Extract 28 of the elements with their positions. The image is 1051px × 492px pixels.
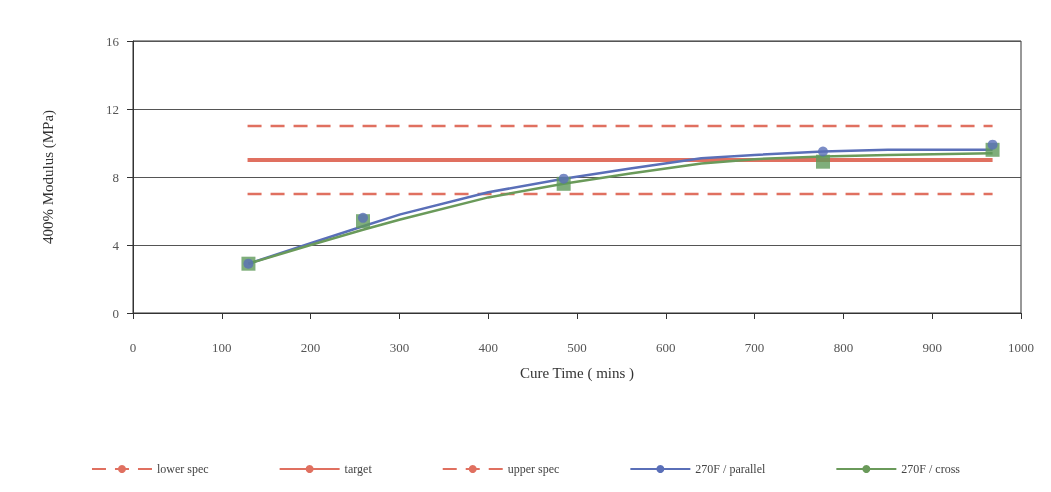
x-tick-label: 300 [389, 340, 410, 355]
x-tick-label: 100 [212, 340, 232, 355]
y-tick-label: 16 [106, 33, 120, 49]
x-tick-label: 800 [833, 340, 854, 355]
legend-label: 270F / cross [901, 462, 961, 476]
point [987, 139, 998, 150]
point [815, 154, 830, 169]
x-tick-label: 900 [922, 340, 942, 355]
legend-label: 270F / parallel [695, 462, 767, 476]
point [817, 146, 828, 157]
y-tick-label: 0 [112, 305, 119, 321]
y-tick-label: 8 [112, 169, 119, 185]
x-tick-label: 200 [300, 340, 321, 355]
x-tick-label: 700 [744, 340, 765, 355]
x-tick-label: 500 [567, 340, 587, 355]
x-tick-label: 600 [656, 340, 676, 355]
y-tick-label: 12 [106, 101, 119, 117]
x-tick-label: 1000 [1008, 340, 1034, 355]
x-tick-label: 0 [129, 340, 137, 355]
x-tick-label: 400 [478, 340, 498, 355]
legend-label: upper spec [507, 462, 560, 476]
point [558, 173, 569, 184]
point [358, 212, 368, 223]
legend-label: target [344, 462, 373, 476]
y-tick-label: 4 [112, 237, 120, 253]
legend-label: lower spec [156, 462, 209, 476]
y-axis-title: 400% Modulus (MPa) [39, 109, 57, 245]
x-axis-title: Cure Time ( mins ) [519, 364, 635, 382]
